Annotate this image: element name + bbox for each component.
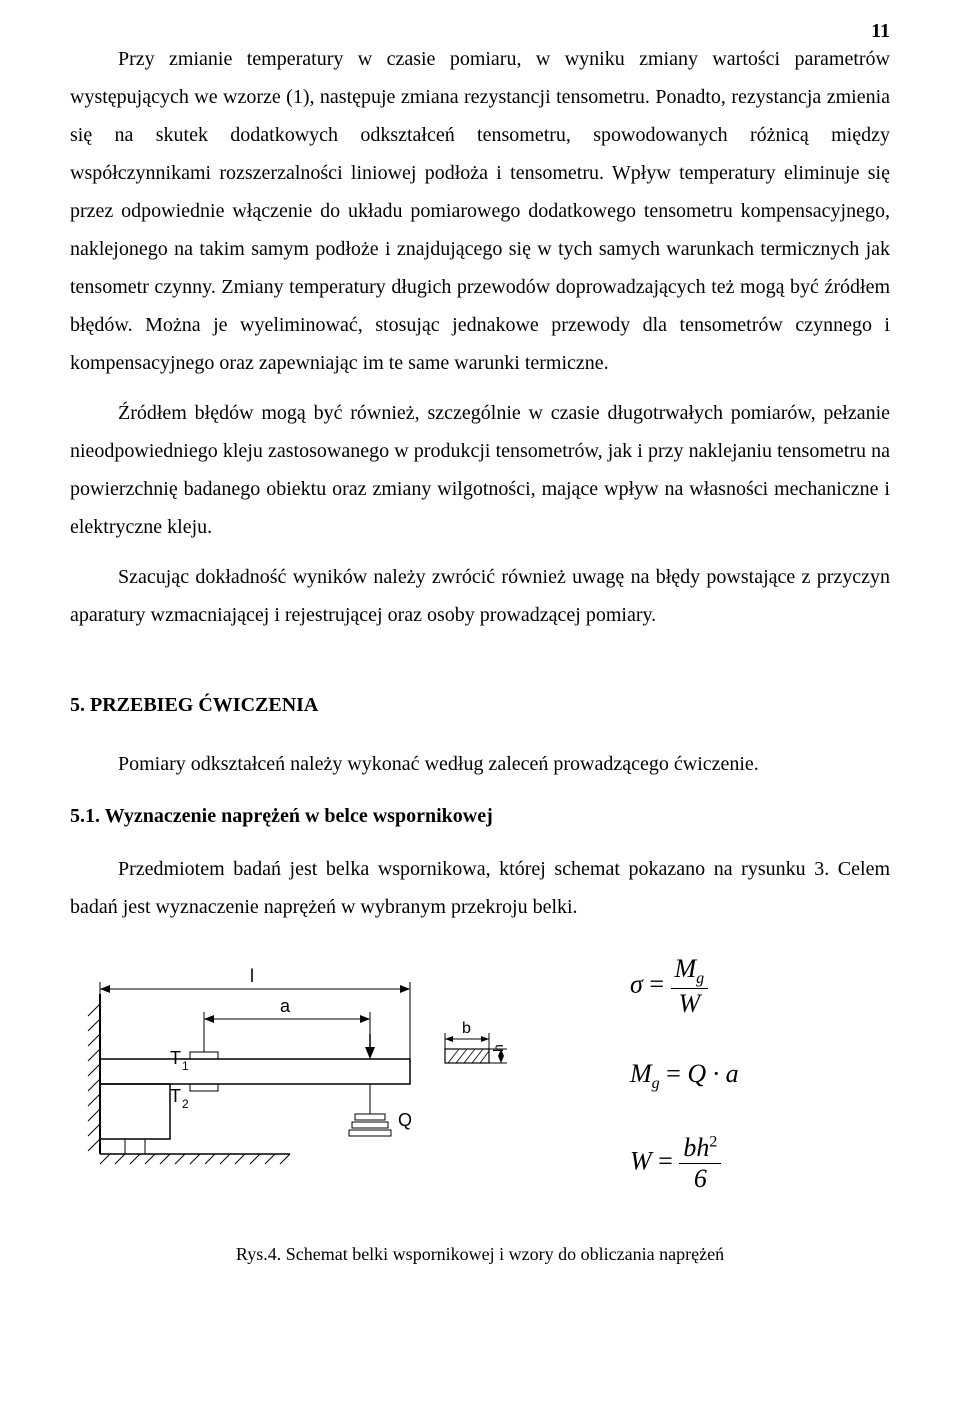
figure-4-caption: Rys.4. Schemat belki wspornikowej i wzor… (70, 1244, 890, 1265)
section-5-1-body: Przedmiotem badań jest belka wspornikowa… (70, 850, 890, 926)
figure-4-formulas: σ = MgW Mg = Q · a W = bh26 (530, 944, 890, 1234)
page-number: 11 (871, 20, 890, 43)
section-5-1-title: 5.1. Wyznaczenie naprężeń w belce wsporn… (70, 805, 890, 828)
paragraph-3: Szacując dokładność wyników należy zwróc… (70, 558, 890, 634)
figure-4-diagram: l a T 1 T 2 Q (70, 944, 530, 1189)
dim-l-label: l (250, 966, 254, 986)
formula-w: W = bh26 (630, 1133, 890, 1194)
sigma-symbol: σ (630, 970, 643, 999)
section-5-intro: Pomiary odkształceń należy wykonać wedłu… (70, 745, 890, 783)
t1-sub: 1 (182, 1059, 189, 1073)
dim-b-label: b (462, 1020, 471, 1037)
cross-section-rect (445, 1049, 489, 1063)
q-label: Q (398, 1110, 412, 1130)
dim-a-label: a (280, 996, 291, 1016)
formula-mg: Mg = Q · a (630, 1059, 890, 1093)
t1-label: T (170, 1048, 181, 1068)
paragraph-1: Przy zmianie temperatury w czasie pomiar… (70, 40, 890, 382)
section-5-title: 5. PRZEBIEG ĆWICZENIA (70, 694, 890, 717)
paragraph-2: Źródłem błędów mogą być również, szczegó… (70, 394, 890, 546)
figure-4-row: l a T 1 T 2 Q (70, 944, 890, 1234)
dim-h-label: h (490, 1044, 506, 1052)
beam-diagram-svg: l a T 1 T 2 Q (70, 954, 530, 1184)
t2-label: T (170, 1086, 181, 1106)
formula-sigma: σ = MgW (630, 954, 890, 1019)
t2-sub: 2 (182, 1097, 189, 1111)
page: 11 Przy zmianie temperatury w czasie pom… (0, 0, 960, 1305)
